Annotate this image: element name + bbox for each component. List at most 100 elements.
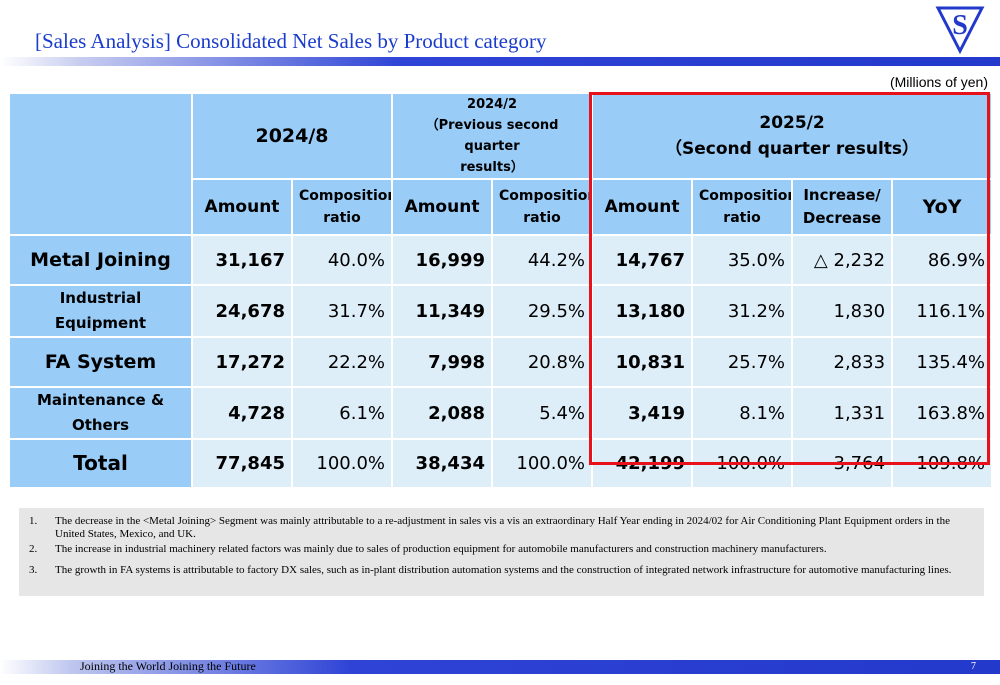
row-label: Metal Joining: [10, 236, 191, 284]
period-2024-2-line2: （Previous second quarter: [425, 118, 559, 154]
cell-p1-amount: 77,845: [193, 440, 291, 487]
cell-p3-amount: 42,199: [593, 440, 692, 487]
col-change-line1: Increase/: [803, 186, 881, 204]
cell-p1-ratio: 31.7%: [293, 286, 392, 336]
table-row: FA System 17,272 22.2% 7,998 20.8% 10,83…: [10, 338, 992, 386]
table-row: Maintenance & Others 4,728 6.1% 2,088 5.…: [10, 388, 992, 438]
row-label: Maintenance & Others: [10, 388, 191, 438]
cell-p3-ratio: 100.0%: [693, 440, 792, 487]
row-label-line1: Maintenance &: [36, 391, 165, 409]
period-2024-2-line3: results）: [460, 160, 524, 175]
cell-yoy: 86.9%: [893, 236, 992, 284]
footer-slogan: Joining the World Joining the Future: [80, 659, 256, 673]
note-number: 2.: [29, 543, 38, 555]
note-text: The increase in industrial machinery rel…: [55, 543, 827, 555]
cell-change: 2,833: [793, 338, 892, 386]
cell-p3-amount: 10,831: [593, 338, 692, 386]
cell-p3-ratio: 35.0%: [693, 236, 792, 284]
col-change: Increase/ Decrease: [793, 180, 892, 234]
cell-p1-amount: 31,167: [193, 236, 291, 284]
col-ratio-p2: Composition ratio: [493, 180, 592, 234]
cell-p3-amount: 14,767: [593, 236, 692, 284]
col-ratio-line2: ratio: [323, 210, 361, 226]
cell-p3-amount: 13,180: [593, 286, 692, 336]
col-ratio-line1: Composition: [699, 188, 792, 204]
period-2025-2-line1: 2025/2: [759, 113, 825, 133]
col-ratio-line1: Composition: [299, 188, 392, 204]
period-2024-2-line1: 2024/2: [467, 97, 518, 112]
cell-p2-ratio: 5.4%: [493, 388, 592, 438]
cell-change: △ 2,232: [793, 236, 892, 284]
cell-yoy: 109.8%: [893, 440, 992, 487]
slide-title: [Sales Analysis] Consolidated Net Sales …: [35, 29, 547, 53]
col-ratio-line1: Composition: [499, 188, 592, 204]
row-label-line2: Others: [71, 416, 130, 434]
row-label: Industrial Equipment: [10, 286, 191, 336]
col-ratio-p3: Composition ratio: [693, 180, 792, 234]
note-text: The growth in FA systems is attributable…: [55, 564, 952, 576]
row-label-line1: Metal Joining: [30, 248, 171, 271]
unit-note: (Millions of yen): [889, 74, 988, 90]
cell-p3-ratio: 31.2%: [693, 286, 792, 336]
row-label-line1: Total: [73, 451, 128, 475]
period-2024-8: 2024/8: [193, 94, 392, 178]
logo-letter: S: [952, 10, 968, 41]
note-text: The decrease in the <Metal Joining> Segm…: [55, 515, 950, 540]
cell-yoy: 116.1%: [893, 286, 992, 336]
period-2024-2: 2024/2 （Previous second quarter results）: [393, 94, 592, 178]
header-row-periods: 2024/8 2024/2 （Previous second quarter r…: [10, 94, 992, 234]
note-item: 2. The increase in industrial machinery …: [29, 543, 970, 556]
col-yoy: YoY: [893, 180, 992, 234]
table-row: Metal Joining 31,167 40.0% 16,999 44.2% …: [10, 236, 992, 284]
cell-p2-amount: 11,349: [393, 286, 492, 336]
cell-yoy: 135.4%: [893, 338, 992, 386]
notes-box: 1. The decrease in the <Metal Joining> S…: [19, 508, 984, 596]
cell-p1-amount: 4,728: [193, 388, 291, 438]
cell-p2-amount: 38,434: [393, 440, 492, 487]
col-amount-p1: Amount: [193, 180, 291, 234]
header-row-columns: Amount Composition ratio Amount Composit…: [10, 180, 992, 234]
title-bar: [0, 57, 1000, 66]
cell-p2-amount: 2,088: [393, 388, 492, 438]
cell-p3-ratio: 25.7%: [693, 338, 792, 386]
row-label: Total: [10, 440, 191, 487]
cell-change: 1,830: [793, 286, 892, 336]
cell-p3-amount: 3,419: [593, 388, 692, 438]
cell-p2-ratio: 29.5%: [493, 286, 592, 336]
cell-p3-ratio: 8.1%: [693, 388, 792, 438]
col-amount-p2: Amount: [393, 180, 492, 234]
table-row-total: Total 77,845 100.0% 38,434 100.0% 42,199…: [10, 440, 992, 487]
cell-p1-amount: 17,272: [193, 338, 291, 386]
col-ratio-p1: Composition ratio: [293, 180, 392, 234]
period-2025-2-line2: （Second quarter results）: [665, 139, 920, 159]
cell-p2-amount: 7,998: [393, 338, 492, 386]
cell-p1-ratio: 22.2%: [293, 338, 392, 386]
page-number: 7: [971, 661, 976, 672]
note-item: 1. The decrease in the <Metal Joining> S…: [29, 515, 970, 541]
col-ratio-line2: ratio: [723, 210, 761, 226]
cell-change: 1,331: [793, 388, 892, 438]
row-label-line1: Industrial: [59, 289, 142, 307]
cell-yoy: 163.8%: [893, 388, 992, 438]
col-ratio-line2: ratio: [523, 210, 561, 226]
row-label-line1: FA System: [44, 350, 157, 373]
cell-p1-ratio: 100.0%: [293, 440, 392, 487]
cell-p1-ratio: 40.0%: [293, 236, 392, 284]
cell-p1-ratio: 6.1%: [293, 388, 392, 438]
cell-change: 3,764: [793, 440, 892, 487]
company-logo-icon: S: [935, 6, 985, 55]
table-row: Industrial Equipment 24,678 31.7% 11,349…: [10, 286, 992, 336]
note-number: 1.: [29, 515, 38, 527]
cell-p2-ratio: 100.0%: [493, 440, 592, 487]
row-label: FA System: [10, 338, 191, 386]
row-label-line2: Equipment: [54, 314, 147, 332]
cell-p2-ratio: 20.8%: [493, 338, 592, 386]
col-amount-p3: Amount: [593, 180, 692, 234]
cell-p2-ratio: 44.2%: [493, 236, 592, 284]
period-2025-2: 2025/2 （Second quarter results）: [593, 94, 992, 178]
cell-p2-amount: 16,999: [393, 236, 492, 284]
sales-table: 2024/8 2024/2 （Previous second quarter r…: [8, 92, 993, 489]
note-item: 3. The growth in FA systems is attributa…: [29, 564, 970, 577]
notes-list: 1. The decrease in the <Metal Joining> S…: [29, 515, 970, 577]
note-number: 3.: [29, 564, 38, 576]
